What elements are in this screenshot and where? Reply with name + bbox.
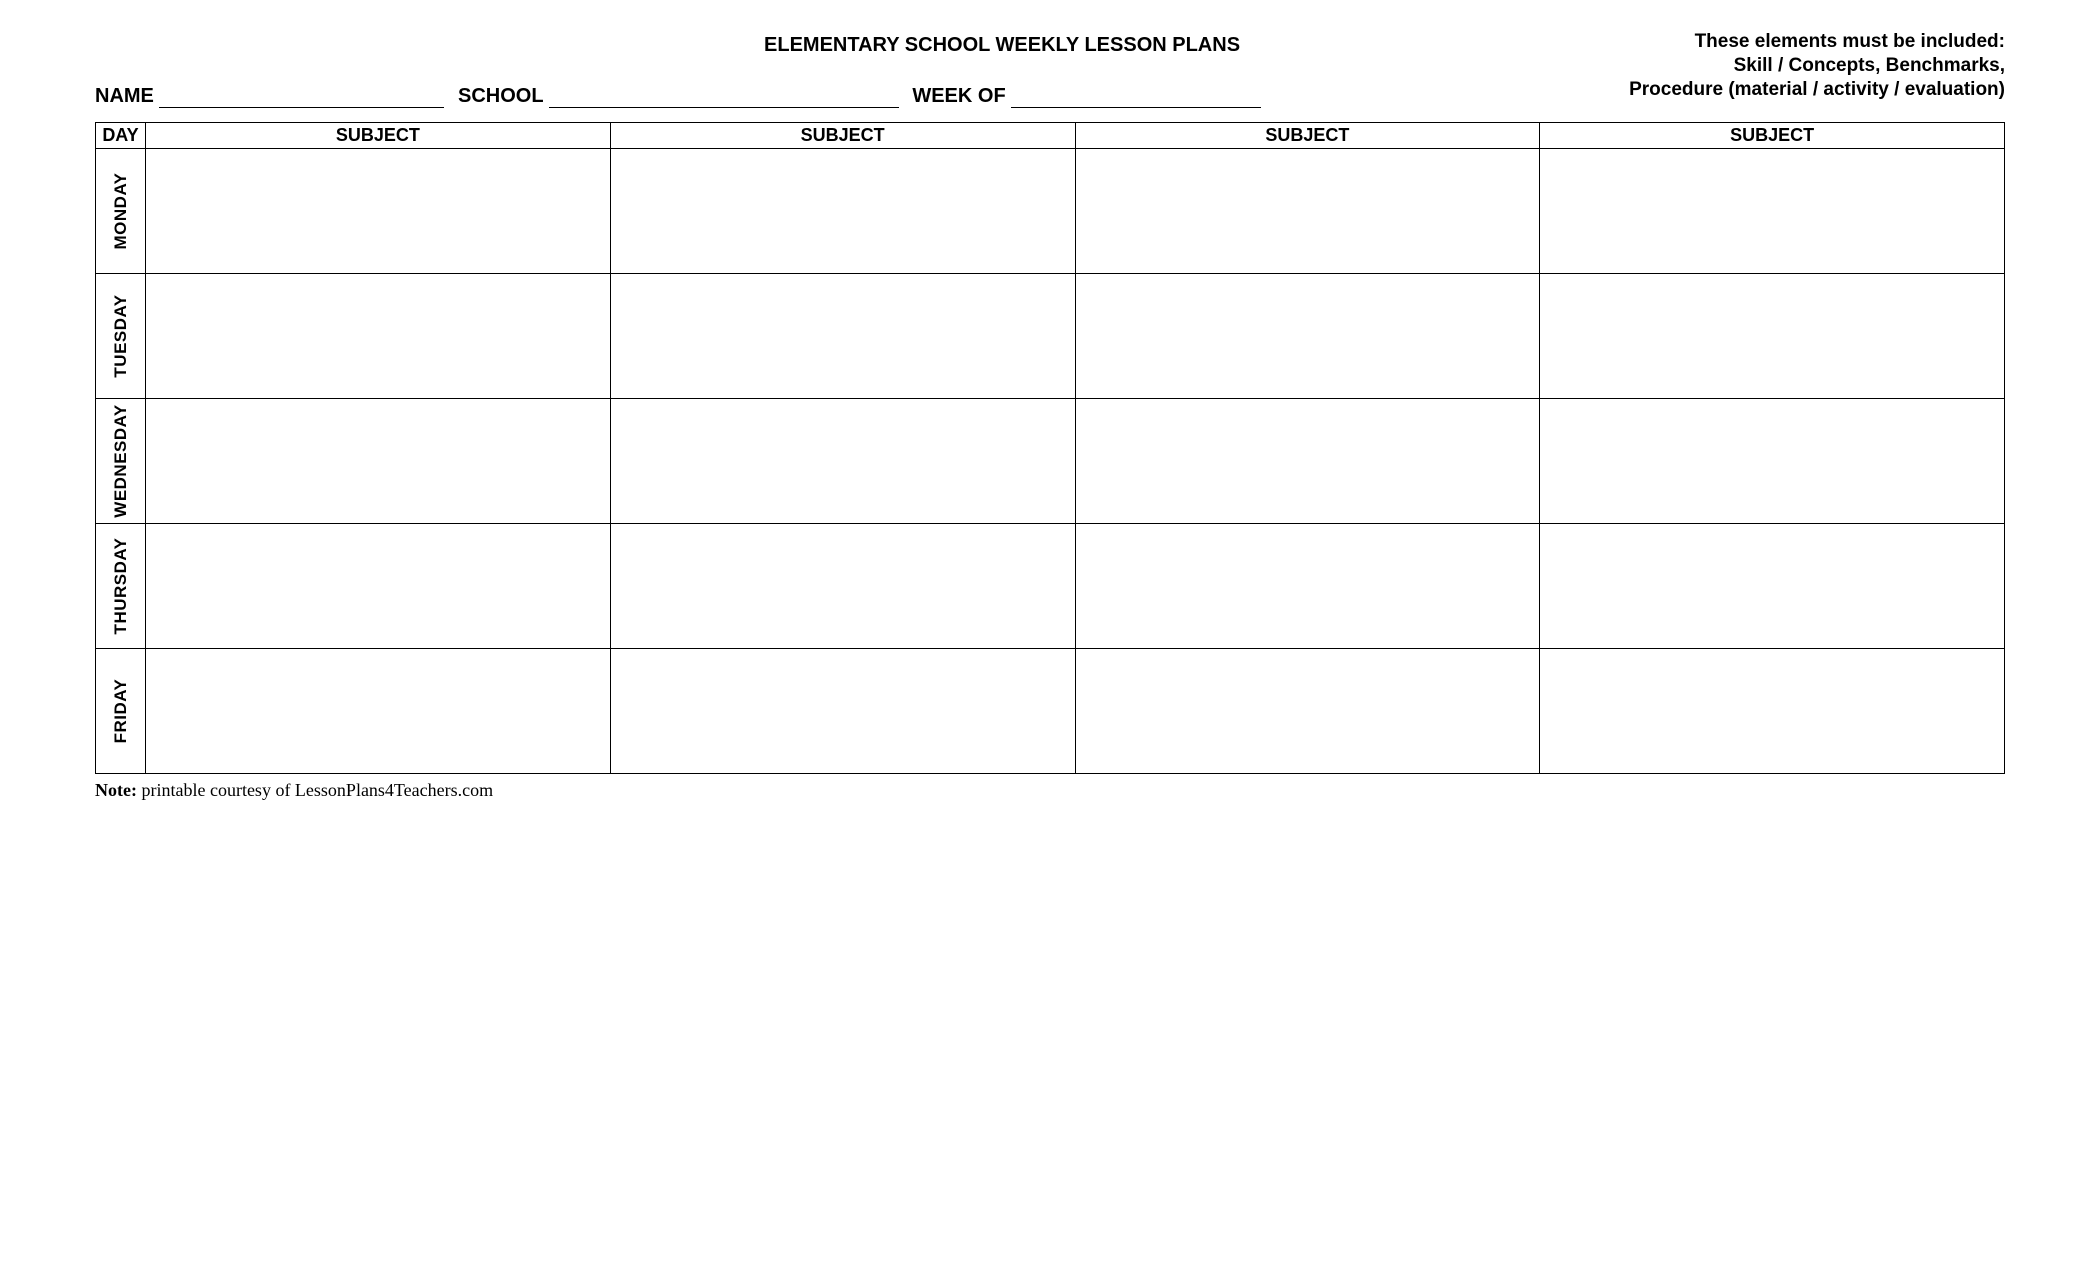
day-cell-thursday: THURSDAY bbox=[96, 524, 146, 649]
table-row: FRIDAY bbox=[96, 649, 2005, 774]
header-subject-1: SUBJECT bbox=[146, 123, 611, 149]
day-cell-friday: FRIDAY bbox=[96, 649, 146, 774]
table-header-row: DAY SUBJECT SUBJECT SUBJECT SUBJECT bbox=[96, 123, 2005, 149]
week-label: WEEK OF bbox=[912, 85, 1005, 107]
plan-cell[interactable] bbox=[1540, 649, 2005, 774]
table-row: TUESDAY bbox=[96, 274, 2005, 399]
plan-cell[interactable] bbox=[146, 274, 611, 399]
header-day: DAY bbox=[96, 123, 146, 149]
plan-cell[interactable] bbox=[1075, 399, 1540, 524]
header-subject-3: SUBJECT bbox=[1075, 123, 1540, 149]
plan-cell[interactable] bbox=[146, 399, 611, 524]
day-cell-monday: MONDAY bbox=[96, 149, 146, 274]
day-label: FRIDAY bbox=[111, 679, 131, 744]
plan-cell[interactable] bbox=[1540, 399, 2005, 524]
plan-cell[interactable] bbox=[610, 399, 1075, 524]
name-label: NAME bbox=[95, 85, 154, 107]
plan-cell[interactable] bbox=[1075, 274, 1540, 399]
week-field[interactable] bbox=[1011, 88, 1261, 108]
day-label: TUESDAY bbox=[111, 295, 131, 378]
lesson-plan-table: DAY SUBJECT SUBJECT SUBJECT SUBJECT MOND… bbox=[95, 122, 2005, 774]
name-field[interactable] bbox=[159, 88, 444, 108]
plan-cell[interactable] bbox=[1540, 149, 2005, 274]
table-row: WEDNESDAY bbox=[96, 399, 2005, 524]
plan-cell[interactable] bbox=[610, 274, 1075, 399]
plan-cell[interactable] bbox=[610, 149, 1075, 274]
footnote-text: printable courtesy of LessonPlans4Teache… bbox=[137, 780, 493, 800]
plan-cell[interactable] bbox=[610, 649, 1075, 774]
plan-cell[interactable] bbox=[146, 524, 611, 649]
day-cell-wednesday: WEDNESDAY bbox=[96, 399, 146, 524]
day-label: WEDNESDAY bbox=[111, 405, 131, 518]
day-cell-tuesday: TUESDAY bbox=[96, 274, 146, 399]
footnote: Note: printable courtesy of LessonPlans4… bbox=[95, 780, 2005, 801]
plan-cell[interactable] bbox=[1075, 524, 1540, 649]
school-label: SCHOOL bbox=[458, 85, 543, 107]
plan-cell[interactable] bbox=[146, 149, 611, 274]
plan-cell[interactable] bbox=[1075, 149, 1540, 274]
header-subject-4: SUBJECT bbox=[1540, 123, 2005, 149]
plan-cell[interactable] bbox=[146, 649, 611, 774]
day-label: THURSDAY bbox=[111, 538, 131, 635]
header-subject-2: SUBJECT bbox=[610, 123, 1075, 149]
page-title: ELEMENTARY SCHOOL WEEKLY LESSON PLANS bbox=[95, 30, 1629, 57]
plan-cell[interactable] bbox=[1540, 274, 2005, 399]
plan-cell[interactable] bbox=[1075, 649, 1540, 774]
footnote-label: Note: bbox=[95, 780, 137, 800]
school-field[interactable] bbox=[549, 88, 899, 108]
plan-cell[interactable] bbox=[610, 524, 1075, 649]
plan-cell[interactable] bbox=[1540, 524, 2005, 649]
day-label: MONDAY bbox=[111, 173, 131, 250]
table-row: THURSDAY bbox=[96, 524, 2005, 649]
table-row: MONDAY bbox=[96, 149, 2005, 274]
requirements-note: These elements must be included: Skill /… bbox=[1629, 30, 2005, 101]
